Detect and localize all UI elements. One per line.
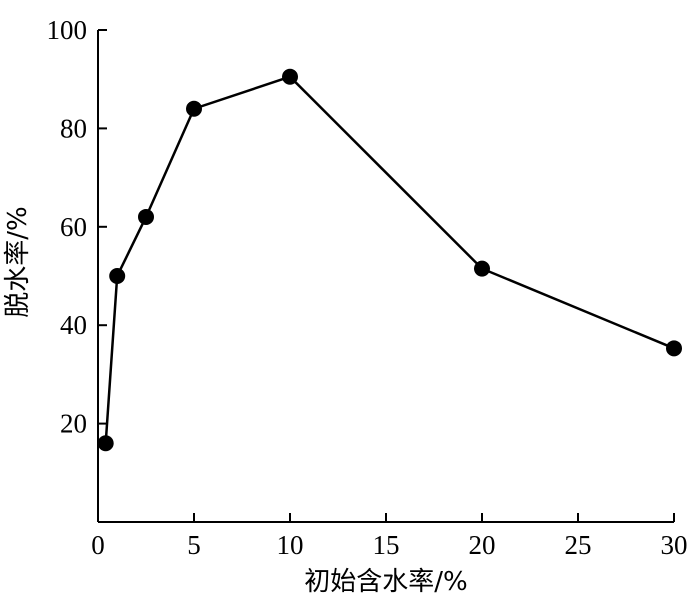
x-tick-label: 5 — [187, 530, 201, 560]
y-tick-label: 20 — [60, 409, 87, 439]
data-point — [138, 208, 154, 225]
x-axis-title: 初始含水率/% — [304, 567, 467, 597]
plot-area — [97, 68, 682, 452]
series-line — [104, 75, 675, 444]
y-tick-label: 100 — [47, 15, 88, 45]
data-point — [282, 68, 298, 85]
x-tick-label: 0 — [91, 530, 105, 560]
x-tick-label: 30 — [661, 530, 688, 560]
x-tick-label: 10 — [277, 530, 304, 560]
y-ticks: 20 40 60 80 100 — [47, 15, 107, 439]
data-point — [186, 100, 202, 117]
x-tick-label: 25 — [565, 530, 592, 560]
y-axis-title: 脱水率/% — [3, 206, 33, 317]
y-tick-label: 80 — [60, 113, 87, 143]
x-tick-label: 15 — [373, 530, 400, 560]
x-tick-label: 20 — [469, 530, 496, 560]
y-tick-label: 60 — [60, 212, 87, 242]
data-point — [474, 260, 490, 277]
data-point — [109, 268, 126, 284]
y-tick-label: 40 — [60, 310, 87, 340]
data-point — [97, 435, 114, 452]
data-point — [666, 340, 682, 357]
axes — [97, 30, 674, 523]
x-ticks: 0 5 10 15 20 25 30 — [91, 513, 688, 560]
